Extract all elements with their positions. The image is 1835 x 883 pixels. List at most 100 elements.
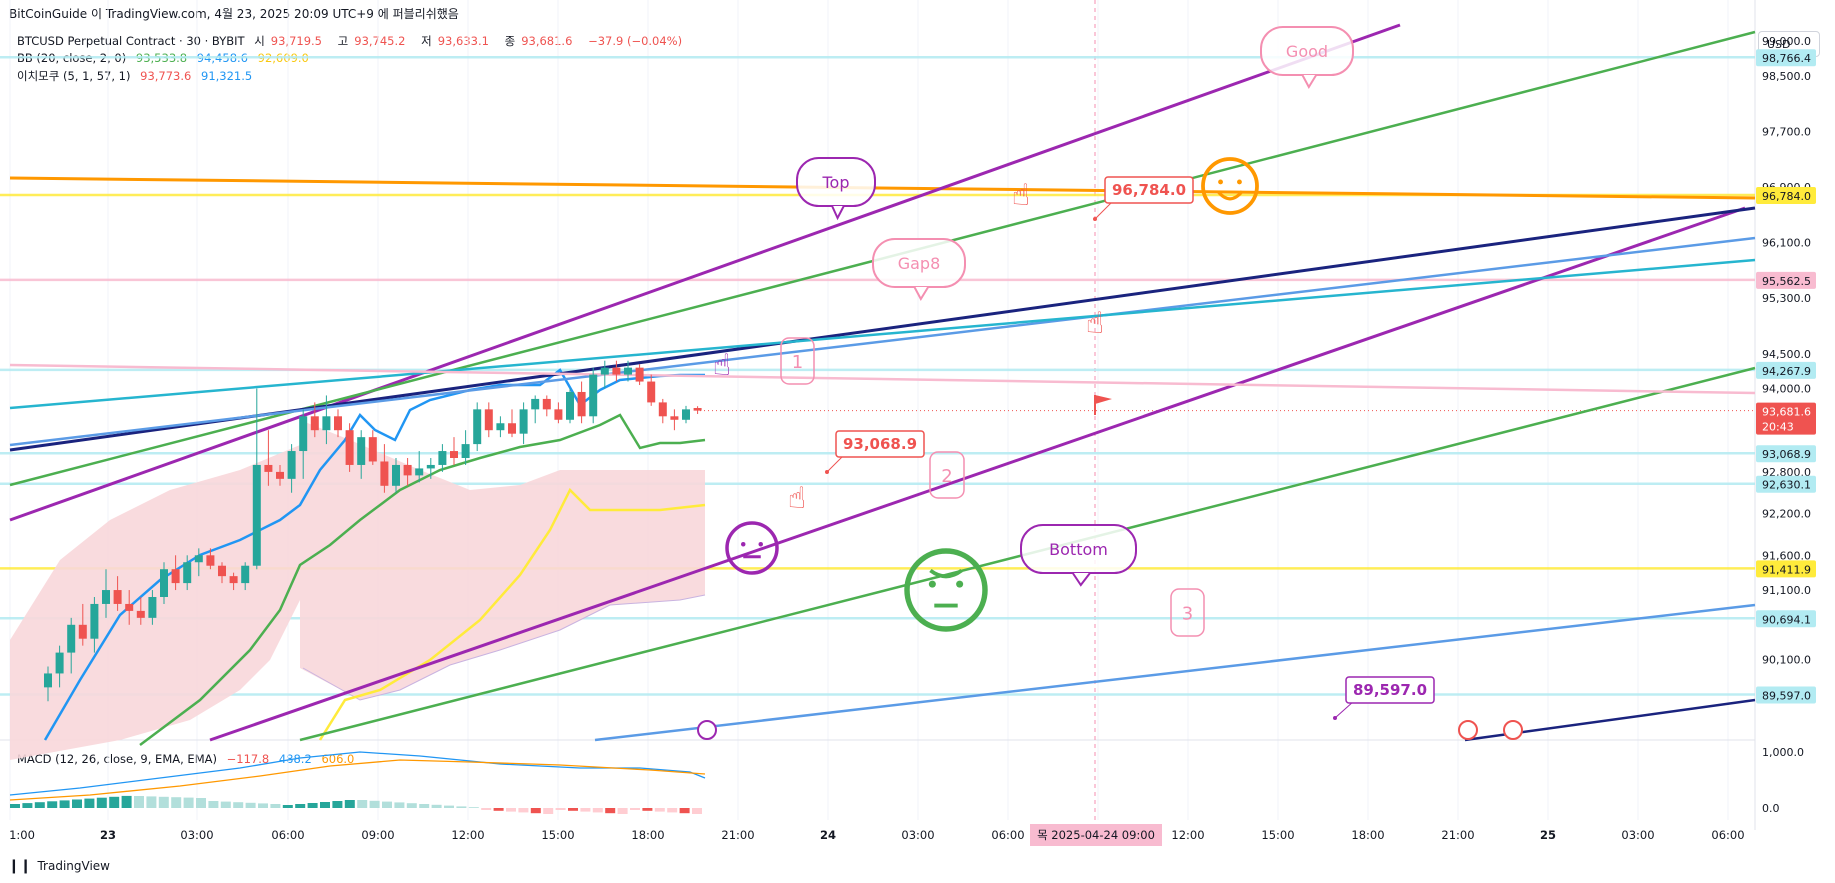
- macd-histogram-bar: [692, 808, 702, 814]
- pink-trendline: [9, 363, 1756, 395]
- time-tick: 23: [100, 828, 116, 842]
- macd-histogram-bar: [332, 801, 343, 808]
- candles: [44, 360, 702, 702]
- label-2: 2: [929, 451, 965, 499]
- candle-body: [612, 367, 621, 375]
- callout-93068-pointer: [826, 454, 845, 473]
- price-tick: 98,500.0: [1762, 70, 1811, 83]
- hand-pointer-icon: ☝: [1012, 178, 1030, 213]
- callout-89597-dot: [1333, 716, 1337, 720]
- macd-histogram-bar: [518, 808, 529, 813]
- hand-pointer-icon: ☝: [1086, 306, 1104, 341]
- bottom-bubble-tail: [1071, 572, 1091, 587]
- callout-89597-box: [1345, 676, 1435, 704]
- macd-histogram-bar: [444, 805, 454, 808]
- callout-93068-text: 93,068.9: [843, 435, 917, 453]
- price-label-box: [1756, 560, 1816, 578]
- price-label: 98,766.4: [1762, 52, 1811, 65]
- price-label: 89,597.0: [1762, 690, 1811, 703]
- candle-body: [647, 381, 656, 403]
- worried-face-icon-ring: [904, 548, 988, 632]
- price-tick: 96,100.0: [1762, 237, 1811, 250]
- smiley-orange-icon-mouth: [1216, 190, 1244, 201]
- candle-body: [125, 603, 134, 611]
- macd-histogram-bar: [233, 802, 244, 808]
- crosshair-date-box: [1030, 824, 1162, 846]
- candle-body: [206, 555, 215, 566]
- bollinger-bands: [43, 368, 706, 746]
- candle-body: [450, 451, 458, 458]
- candle-body: [670, 416, 679, 420]
- macd-label: MACD (12, 26, close, 9, EMA, EMA): [17, 752, 217, 766]
- symbol-title[interactable]: BTCUSD Perpetual Contract · 30 · BYBIT: [17, 34, 245, 48]
- callout-89597-text: 89,597.0: [1353, 681, 1427, 699]
- macd-tick: 0.0: [1762, 802, 1780, 815]
- candle-body: [635, 367, 644, 382]
- macd-histogram-bar: [171, 797, 182, 808]
- price-label: 92,630.1: [1762, 479, 1811, 492]
- candle-body: [693, 407, 702, 411]
- candle-body: [624, 367, 632, 375]
- candle-body: [566, 391, 574, 420]
- candle-body: [415, 468, 424, 476]
- candle-body: [600, 367, 609, 375]
- candle-body: [102, 590, 110, 604]
- macd-histogram-bar: [580, 808, 591, 812]
- macd-histogram-bar: [654, 808, 665, 812]
- candle-body: [218, 565, 226, 577]
- candle-body: [658, 402, 667, 417]
- label-1-text: 1: [792, 352, 803, 373]
- candle-body: [473, 409, 482, 445]
- candle-body: [160, 569, 168, 597]
- cloud-edge: [302, 594, 706, 701]
- cyan-trendline: [9, 258, 1756, 410]
- label-3-text: 3: [1182, 604, 1193, 625]
- ichimoku-label: 이치모쿠 (5, 1, 57, 1): [17, 69, 131, 83]
- macd-histogram-bar: [667, 808, 678, 813]
- callout-89597-pointer: [1334, 700, 1355, 719]
- label-1: 1: [780, 337, 815, 385]
- lightblue-lower-trendline: [594, 603, 1756, 742]
- neutral-face-icon-eye: [758, 542, 763, 547]
- candle-body: [78, 624, 87, 639]
- label-2-box: [929, 451, 965, 499]
- macd-histogram-bar: [282, 805, 293, 808]
- price-label: 90,694.1: [1762, 613, 1811, 626]
- callout-93068-box: [835, 430, 925, 458]
- price-label-box: [1756, 402, 1816, 435]
- good-bubble-tail: [1301, 74, 1318, 90]
- time-tick: 03:00: [1621, 828, 1654, 842]
- ichimoku-value-b: 91,321.5: [201, 69, 253, 83]
- neutral-face-icon: [725, 521, 779, 575]
- candle-body: [368, 437, 377, 462]
- event-marker-icon: [1458, 720, 1478, 740]
- macd-histogram-bar: [220, 801, 231, 808]
- time-tick: 25: [1540, 828, 1556, 842]
- time-axis: 1:00 23 03:00 06:00 09:00 12:00 15:00 18:00 21:0…: [9, 824, 1745, 846]
- macd-histogram-bar: [456, 806, 467, 808]
- macd-pane: [9, 751, 706, 814]
- top-bubble: Top: [796, 157, 876, 221]
- macd-histogram-bar: [59, 800, 70, 808]
- bottom-bubble: Bottom: [1020, 524, 1137, 587]
- ichimoku-legend[interactable]: 이치모쿠 (5, 1, 57, 1) 93,773.6 91,321.5: [17, 68, 258, 84]
- macd-hist-value: −117.8: [226, 752, 270, 766]
- ichimoku-value-a: 93,773.6: [140, 69, 192, 83]
- time-tick: 18:00: [631, 828, 664, 842]
- candle-body: [438, 451, 447, 465]
- footer-brand[interactable]: TradingView: [37, 859, 110, 873]
- macd-histogram-bar: [196, 798, 206, 808]
- macd-histogram-bar: [183, 797, 194, 808]
- publish-caption: BitCoinGuide 이 TradingView.com, 4월 23, 2…: [9, 7, 459, 21]
- candle-body: [287, 451, 296, 479]
- macd-histogram-bar: [258, 803, 268, 808]
- macd-line: [9, 751, 706, 796]
- good-bubble: Good: [1260, 26, 1354, 90]
- candle-body: [380, 461, 389, 486]
- time-tick: 1:00: [9, 828, 35, 842]
- macd-histogram-bar: [419, 804, 430, 808]
- macd-histogram-bar: [134, 796, 144, 808]
- macd-histogram-bar: [530, 808, 541, 814]
- candle-body: [484, 409, 493, 431]
